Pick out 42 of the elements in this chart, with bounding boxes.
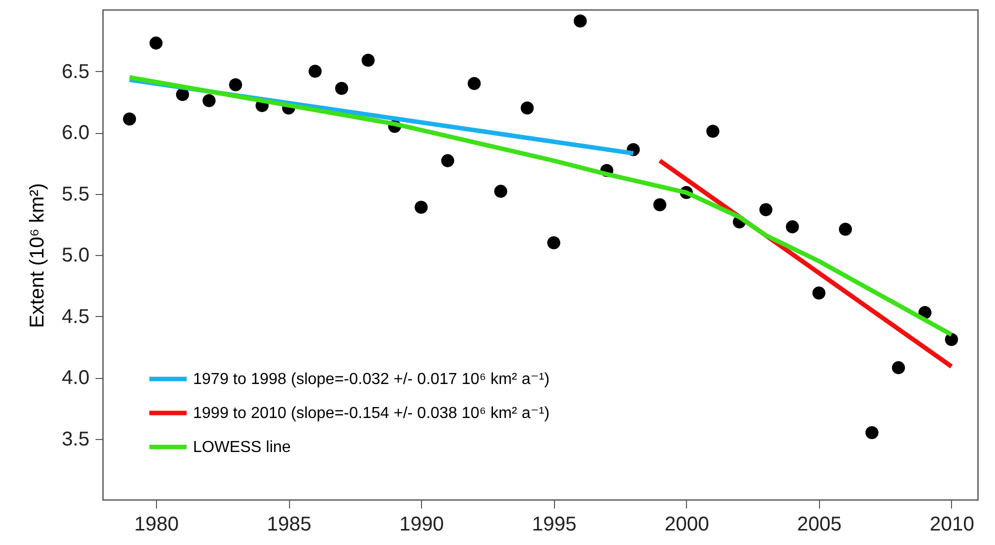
point [547, 236, 560, 250]
point [441, 154, 454, 168]
point [176, 88, 190, 102]
legend-label: 1999 to 2010 (slope=-0.154 +/- 0.038 10⁶ km² a⁻¹) [193, 405, 550, 422]
point [812, 286, 826, 300]
x-tick-label: 2010 [930, 514, 974, 536]
y-tick-label: 5.5 [62, 183, 90, 206]
y-tick-label: 6.0 [62, 122, 90, 144]
x-tick-label: 1990 [399, 514, 444, 536]
x-tick-label: 1995 [532, 514, 577, 536]
point [706, 124, 720, 138]
point [202, 94, 216, 108]
point [838, 222, 852, 236]
point [494, 184, 508, 198]
point [520, 101, 534, 115]
point [786, 220, 799, 234]
y-tick-label: 6.5 [62, 60, 90, 83]
y-axis-title: Extent (10⁶ km²) [26, 183, 49, 328]
point [892, 361, 905, 374]
point [653, 198, 666, 212]
point [865, 426, 878, 440]
point [229, 78, 242, 92]
point [362, 54, 375, 67]
x-tick-label: 1985 [266, 514, 312, 536]
y-tick-label: 4.5 [62, 306, 90, 328]
y-tick-label: 5.0 [62, 244, 90, 266]
y-tick-label: 3.5 [62, 428, 90, 450]
point [759, 203, 772, 216]
x-tick-label: 2005 [797, 514, 842, 536]
legend-label: LOWESS line [193, 439, 291, 456]
point [122, 112, 136, 126]
point [414, 200, 428, 214]
point [308, 64, 322, 78]
x-tick-label: 1980 [134, 514, 179, 536]
point [335, 82, 348, 95]
point [574, 14, 587, 28]
point [468, 76, 481, 90]
point [150, 36, 163, 50]
x-tick-label: 2000 [664, 514, 710, 536]
y-tick-label: 4.0 [62, 367, 90, 389]
legend-label: 1979 to 1998 (slope=-0.032 +/- 0.017 10⁶ km² a⁻¹) [193, 371, 550, 388]
point [944, 333, 958, 346]
